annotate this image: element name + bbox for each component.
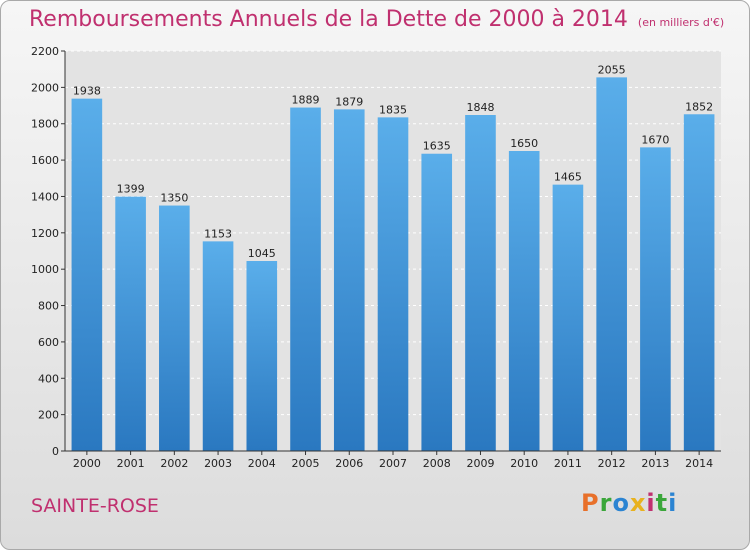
x-tick-label: 2008 [423,457,451,470]
logo-letter: o [612,489,630,517]
x-tick-label: 2013 [641,457,669,470]
bar-2005 [290,107,321,451]
bar-2012 [596,77,627,451]
y-tick-label: 1600 [31,154,59,167]
bar-2008 [421,153,453,451]
bar-2014 [683,114,715,451]
value-label-2005: 1889 [292,94,320,107]
city-name: SAINTE-ROSE [31,495,159,517]
axis-layer: 0 200 400 600 800 1000 1200 1400 1600 1800 2000 220… [31,45,721,470]
x-tick-label: 2000 [73,457,101,470]
bar-2013 [640,147,671,451]
value-label-2011: 1465 [554,171,582,184]
y-tick-label: 200 [38,409,59,422]
x-tick-label: 2006 [335,457,363,470]
value-label-2010: 1650 [510,137,538,150]
x-tick-label: 2003 [204,457,232,470]
y-tick-label: 600 [38,336,59,349]
value-label-2002: 1350 [160,192,188,205]
value-label-2001: 1399 [117,183,145,196]
value-label-2012: 2055 [598,63,626,76]
value-label-2003: 1153 [204,227,232,240]
y-tick-label: 1800 [31,118,59,131]
x-tick-label: 2011 [554,457,582,470]
bar-layer: 1938 1399 1350 1153 1045 1889 1879 1835 1635 1848… [71,63,715,452]
y-tick-label: 1200 [31,227,59,240]
value-label-2000: 1938 [73,85,101,98]
bar-2006 [333,109,365,451]
value-label-2014: 1852 [685,100,713,113]
value-label-2007: 1835 [379,103,407,116]
chart-subtitle: (en milliers d'€) [637,16,725,29]
value-label-2008: 1635 [423,140,451,153]
bar-2011 [552,184,584,452]
value-label-2013: 1670 [641,133,669,146]
bar-2004 [246,261,278,451]
value-label-2009: 1848 [466,101,494,114]
y-tick-label: 800 [38,300,59,313]
logo-letter: i [646,489,656,517]
y-tick-label: 1400 [31,190,59,203]
x-tick-label: 2012 [598,457,626,470]
y-tick-label: 400 [38,372,59,385]
bar-2009 [465,115,496,451]
logo-letter: r [599,489,613,517]
y-tick-label: 0 [52,445,59,458]
chart-title: Remboursements Annuels de la Dette de 20… [29,7,724,32]
x-tick-label: 2007 [379,457,407,470]
y-tick-label: 2000 [31,81,59,94]
x-tick-label: 2014 [685,457,713,470]
bar-2010 [508,151,540,451]
logo-letter: P [581,489,600,517]
logo-letter: t [655,489,669,517]
y-tick-label: 2200 [31,45,59,58]
bar-2001 [115,196,146,451]
x-tick-label: 2001 [117,457,145,470]
bar-2000 [71,98,103,452]
bar-2007 [377,117,409,451]
y-tick-label: 1000 [31,263,59,276]
value-label-2004: 1045 [248,247,276,260]
bar-chart: 1938 1399 1350 1153 1045 1889 1879 1835 1635 1848… [31,45,721,470]
bar-2002 [159,205,190,451]
x-tick-label: 2010 [510,457,538,470]
value-label-2006: 1879 [335,95,363,108]
chart-title-text: Remboursements Annuels de la Dette de 20… [29,7,628,32]
x-tick-label: 2004 [248,457,276,470]
x-tick-label: 2005 [292,457,320,470]
bar-2003 [202,241,234,451]
logo-letter: i [668,489,678,517]
x-tick-label: 2009 [466,457,494,470]
logo-letter: x [629,489,647,517]
x-tick-label: 2002 [160,457,188,470]
proxiti-logo: Proxiti [581,489,677,517]
